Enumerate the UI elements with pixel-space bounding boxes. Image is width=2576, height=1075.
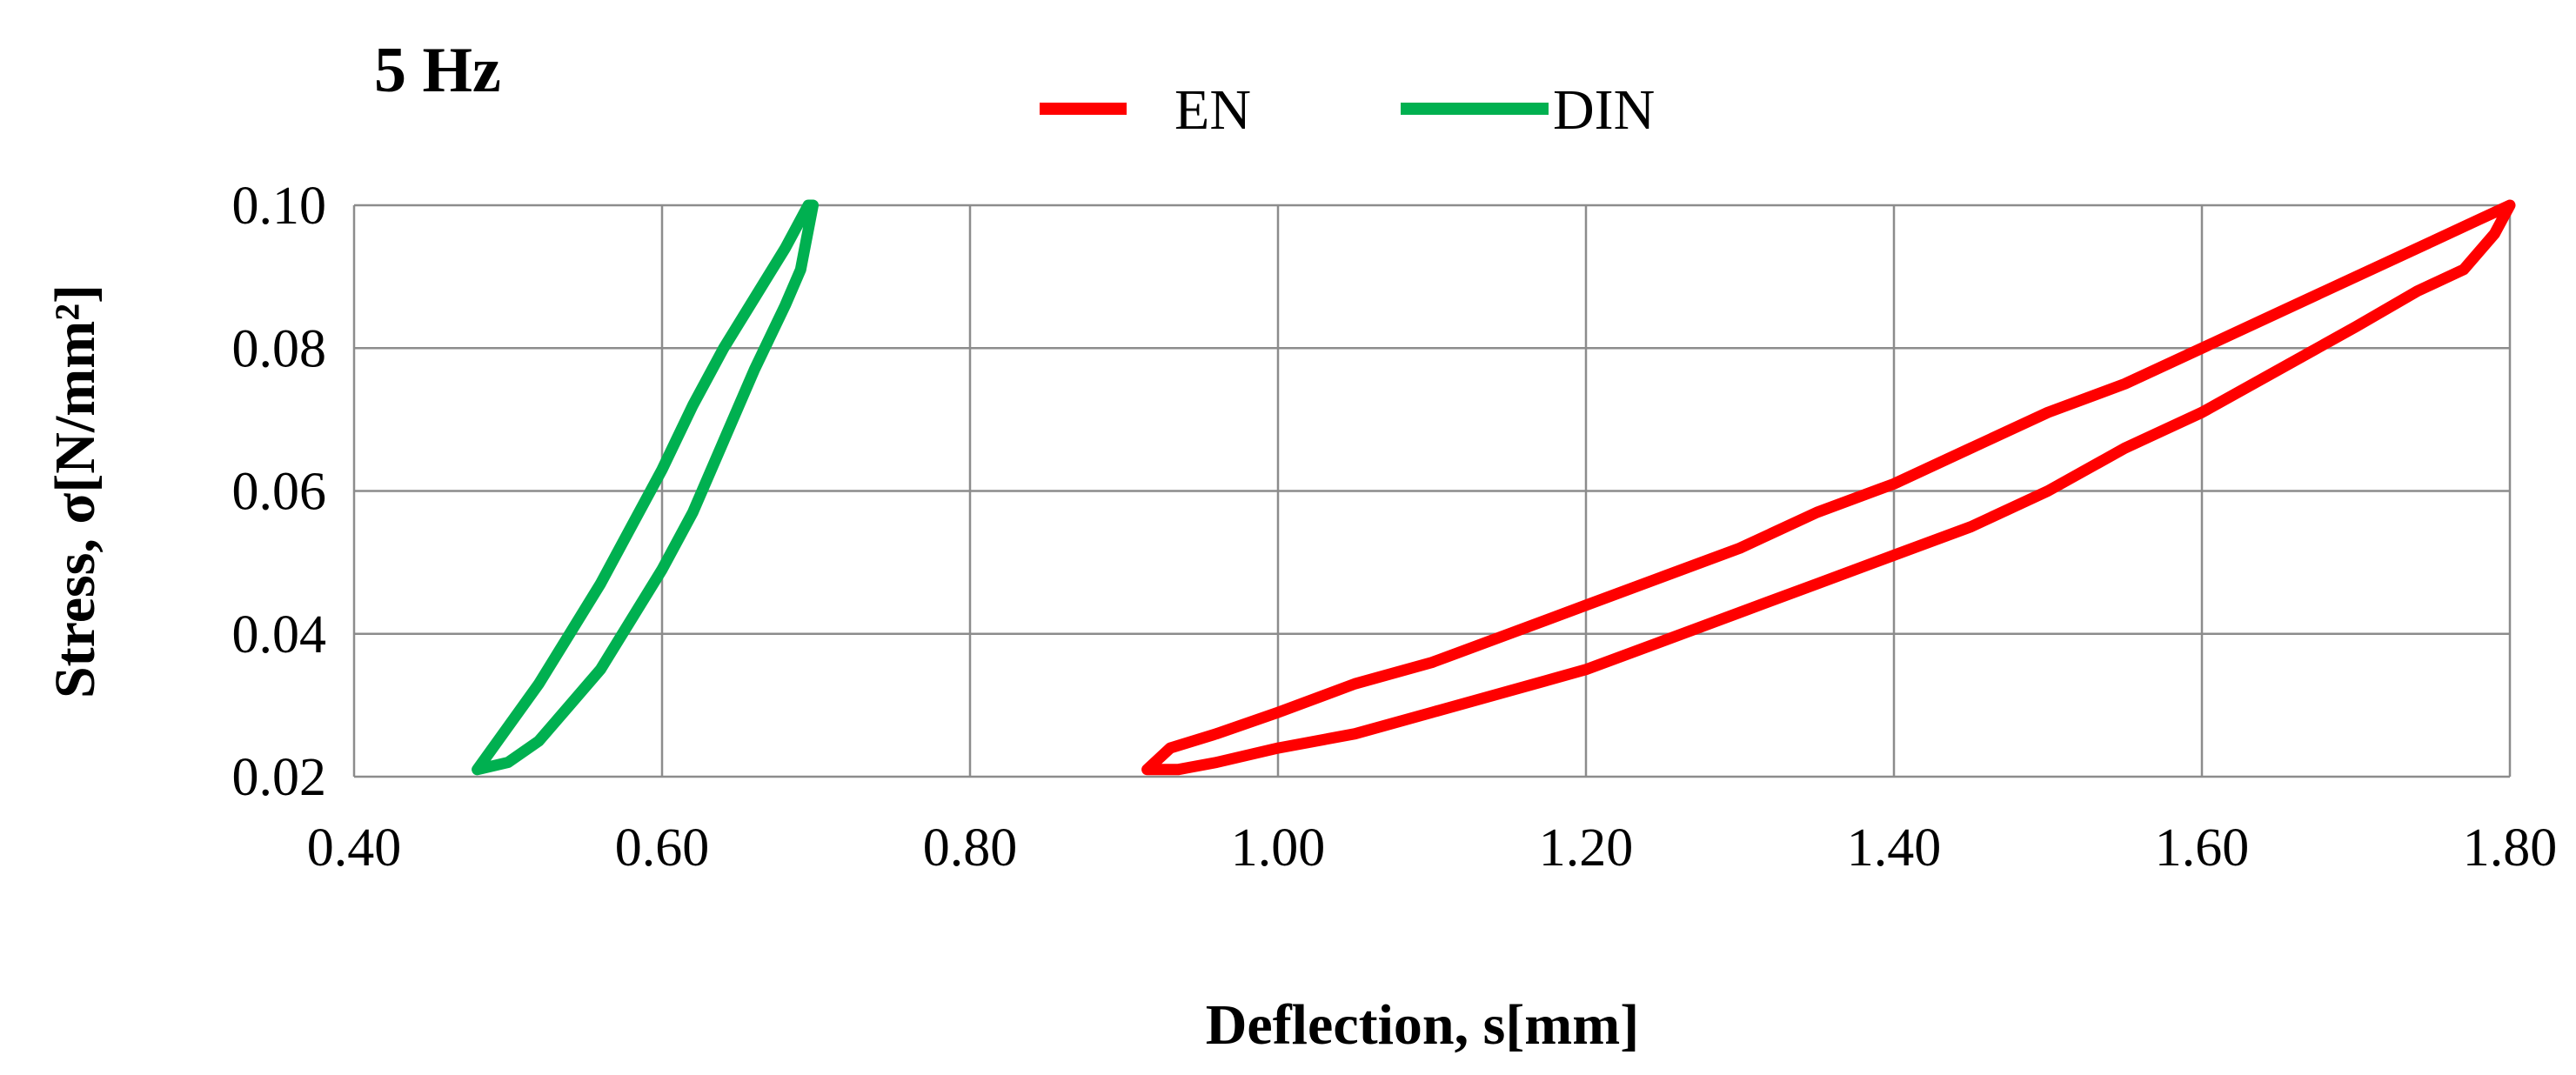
x-tick-label: 1.60 bbox=[2155, 818, 2250, 878]
x-tick-label: 0.60 bbox=[615, 818, 710, 878]
legend-label-din: DIN bbox=[1553, 78, 1655, 142]
legend-label-en: EN bbox=[1174, 78, 1251, 142]
grid bbox=[352, 204, 2512, 778]
y-tick-label: 0.04 bbox=[232, 605, 327, 664]
legend: EN DIN bbox=[1040, 78, 1655, 142]
x-tick-label: 0.80 bbox=[923, 818, 1018, 878]
y-axis-label: Stress, σ[N/mm²] bbox=[43, 284, 107, 698]
y-tick-label: 0.08 bbox=[232, 319, 327, 378]
series-line-en bbox=[1141, 199, 2516, 776]
y-tick-label: 0.06 bbox=[232, 463, 327, 522]
x-tick-label: 1.20 bbox=[1539, 818, 1634, 878]
series-layer bbox=[472, 199, 2516, 776]
x-tick-label: 1.40 bbox=[1847, 818, 1942, 878]
chart-title: 5 Hz bbox=[374, 35, 501, 106]
x-axis-label: Deflection, s[mm] bbox=[1206, 993, 1639, 1057]
tick-labels: 0.02 0.04 0.06 0.08 0.10 0.40 0.60 0.80 1.00 1.20… bbox=[232, 177, 2558, 878]
x-tick-label: 0.40 bbox=[307, 818, 402, 878]
x-tick-label: 1.00 bbox=[1231, 818, 1326, 878]
y-tick-label: 0.10 bbox=[232, 177, 327, 236]
series-line-din bbox=[472, 199, 819, 776]
x-tick-label: 1.80 bbox=[2463, 818, 2558, 878]
y-tick-label: 0.02 bbox=[232, 748, 327, 807]
